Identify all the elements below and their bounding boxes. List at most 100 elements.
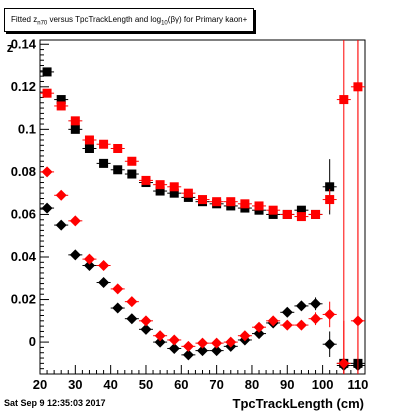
data-point-square (70, 116, 80, 126)
x-tick-label: 60 (174, 377, 188, 392)
data-point-diamond (197, 345, 208, 357)
data-point-square (42, 88, 52, 98)
data-point-diamond (83, 253, 95, 265)
x-tick-label: 110 (347, 377, 368, 392)
data-point-square (169, 188, 179, 198)
data-point-square (169, 182, 179, 192)
x-tick-label: 90 (280, 377, 294, 392)
data-point-diamond (267, 315, 279, 327)
data-point-diamond (310, 298, 322, 310)
data-point-square (127, 169, 137, 179)
x-tick-label: 80 (245, 377, 259, 392)
y-tick-label: 0.12 (11, 79, 36, 94)
data-marks (40, 40, 365, 374)
data-point-square (183, 188, 193, 198)
y-tick-label: 0 (29, 334, 36, 349)
axis-ticks (39, 43, 359, 375)
data-point-diamond (126, 313, 138, 325)
data-point-square (42, 67, 52, 77)
data-point-diamond (168, 342, 180, 354)
data-point-diamond (140, 323, 152, 335)
data-point-diamond (83, 260, 95, 272)
data-point-square (226, 197, 236, 207)
data-point-square (282, 209, 292, 219)
data-point-diamond (112, 302, 124, 314)
data-point-diamond (281, 319, 293, 331)
y-tick-label: 0.1 (18, 121, 36, 136)
data-point-diamond (281, 306, 293, 318)
chart-title: Fitted zn70 versus TpcTrackLength and lo… (4, 8, 255, 32)
data-point-diamond (140, 315, 152, 327)
data-point-square (84, 135, 94, 145)
data-point-diamond (182, 340, 194, 352)
x-tick-label: 20 (33, 377, 47, 392)
data-point-diamond (154, 336, 166, 348)
y-tick-label: 0.14 (11, 36, 37, 51)
y-tick-label: 0.04 (11, 249, 37, 264)
data-point-square (296, 212, 306, 222)
data-point-square (113, 143, 123, 153)
data-point-diamond (211, 345, 223, 357)
data-point-diamond (69, 215, 81, 227)
datestamp: Sat Sep 9 12:35:03 2017 (4, 398, 106, 408)
data-point-diamond (168, 334, 180, 346)
data-point-square (70, 124, 80, 134)
data-point-square (84, 143, 94, 153)
x-tick-label: 70 (209, 377, 223, 392)
data-point-square (325, 182, 335, 192)
tick-labels: 20 30 40 50 60 70 80 90 100 110 0 0.02 0.04 0.06 0.08 0… (11, 36, 369, 392)
data-point-diamond (239, 330, 251, 342)
data-point-diamond (41, 166, 53, 178)
data-point-diamond (225, 336, 237, 348)
data-point-square (198, 195, 207, 205)
data-point-diamond (55, 189, 67, 201)
data-point-square (99, 158, 109, 168)
data-point-diamond (324, 308, 336, 320)
x-tick-label: 50 (139, 377, 153, 392)
data-point-diamond (55, 219, 67, 231)
data-point-square (127, 156, 137, 166)
data-point-square (268, 205, 278, 215)
data-point-diamond (98, 277, 110, 289)
data-point-square (99, 139, 109, 149)
data-point-diamond (154, 330, 166, 342)
data-point-square (311, 209, 321, 219)
data-point-square (155, 186, 165, 196)
data-point-diamond (211, 337, 223, 349)
data-point-square (56, 101, 66, 111)
data-point-square (155, 180, 165, 190)
data-point-diamond (112, 283, 124, 295)
data-point-square (56, 95, 66, 105)
data-point-square (325, 195, 335, 205)
plot-frame (39, 39, 366, 375)
y-tick-label: 0.02 (11, 292, 36, 307)
data-point-square (240, 199, 250, 209)
data-point-square (113, 165, 123, 175)
data-point-square (254, 201, 264, 211)
data-point-diamond (197, 337, 208, 349)
data-point-diamond (126, 296, 138, 308)
data-point-square (296, 205, 306, 215)
x-tick-label: 40 (103, 377, 117, 392)
y-axis-label: z (6, 40, 14, 55)
data-point-diamond (295, 319, 307, 331)
data-point-diamond (310, 313, 322, 325)
data-point-diamond (253, 328, 265, 340)
data-point-diamond (324, 338, 336, 350)
data-point-square (141, 175, 151, 185)
data-point-diamond (352, 315, 364, 327)
data-point-diamond (338, 357, 350, 369)
x-tick-label: 30 (68, 377, 82, 392)
y-tick-label: 0.08 (11, 164, 36, 179)
data-point-diamond (182, 349, 194, 361)
data-point-diamond (69, 249, 81, 261)
y-tick-label: 0.06 (11, 206, 36, 221)
data-point-square (212, 197, 222, 207)
x-tick-label: 100 (312, 377, 334, 392)
x-axis-label: TpcTrackLength (cm) (232, 396, 364, 411)
data-point-diamond (295, 300, 307, 312)
data-point-diamond (253, 321, 265, 333)
data-point-diamond (41, 202, 53, 214)
data-point-square (339, 95, 349, 105)
